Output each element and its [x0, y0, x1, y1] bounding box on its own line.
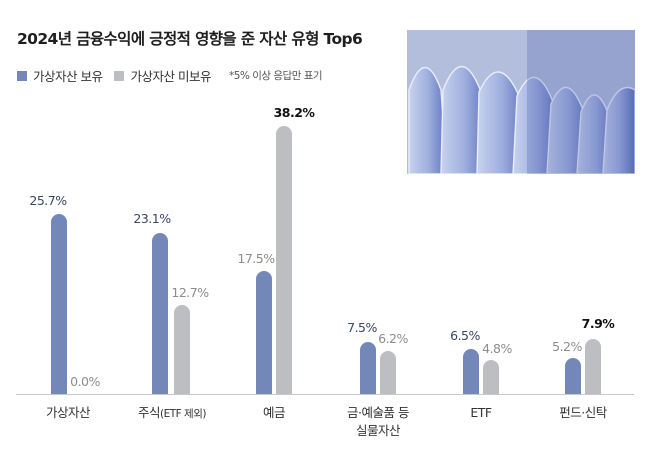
bar-notholding-deposit — [276, 126, 292, 394]
value-label: 0.0% — [70, 374, 100, 389]
bar-holding-stocks — [152, 233, 168, 394]
x-axis-baseline — [16, 394, 634, 395]
legend-item-holding: 가상자산 보유 — [17, 66, 103, 85]
legend-note: *5% 이상 응답만 표기 — [228, 70, 323, 82]
value-label: 6.2% — [378, 331, 408, 346]
bar-notholding-fund — [585, 339, 601, 394]
value-label: 7.9% — [581, 316, 615, 331]
value-label: 6.5% — [450, 328, 480, 343]
category-label-stocks: 주식(ETF 제외) — [138, 405, 206, 420]
bar-holding-physical — [360, 342, 376, 394]
legend-item-not-holding: 가상자산 미보유 — [114, 66, 211, 85]
category-label-physical-assets: 금·예술품 등 실물자산 — [347, 405, 409, 438]
value-label: 25.7% — [29, 193, 67, 208]
bar-notholding-stocks — [174, 305, 190, 394]
value-label: 17.5% — [237, 251, 275, 266]
decorative-photo — [407, 30, 635, 174]
legend: 가상자산 보유 가상자산 미보유 *5% 이상 응답만 표기 — [17, 66, 323, 85]
category-label-fund-trust: 펀드·신탁 — [559, 405, 607, 420]
bar-holding-etf — [463, 349, 479, 394]
value-label: 12.7% — [171, 285, 209, 300]
abstract-panels-image — [407, 30, 635, 174]
bar-holding-crypto — [51, 214, 67, 394]
legend-swatch-grey — [114, 70, 125, 81]
value-label: 7.5% — [347, 320, 377, 335]
value-label: 5.2% — [552, 339, 582, 354]
bar-notholding-physical — [380, 351, 396, 394]
value-label: 4.8% — [482, 341, 512, 356]
value-label: 23.1% — [133, 211, 171, 226]
category-label-deposit: 예금 — [262, 405, 286, 420]
value-label: 38.2% — [273, 105, 315, 120]
bar-holding-deposit — [256, 271, 272, 394]
legend-swatch-blue — [17, 70, 27, 81]
bar-notholding-etf — [483, 360, 499, 394]
legend-label: 가상자산 미보유 — [130, 69, 211, 84]
category-label-crypto: 가상자산 — [45, 405, 91, 420]
chart-title: 2024년 금융수익에 긍정적 영향을 준 자산 유형 Top6 — [17, 30, 363, 48]
legend-label: 가상자산 보유 — [33, 69, 103, 84]
bar-holding-fund — [565, 358, 581, 394]
category-label-etf: ETF — [470, 405, 492, 420]
